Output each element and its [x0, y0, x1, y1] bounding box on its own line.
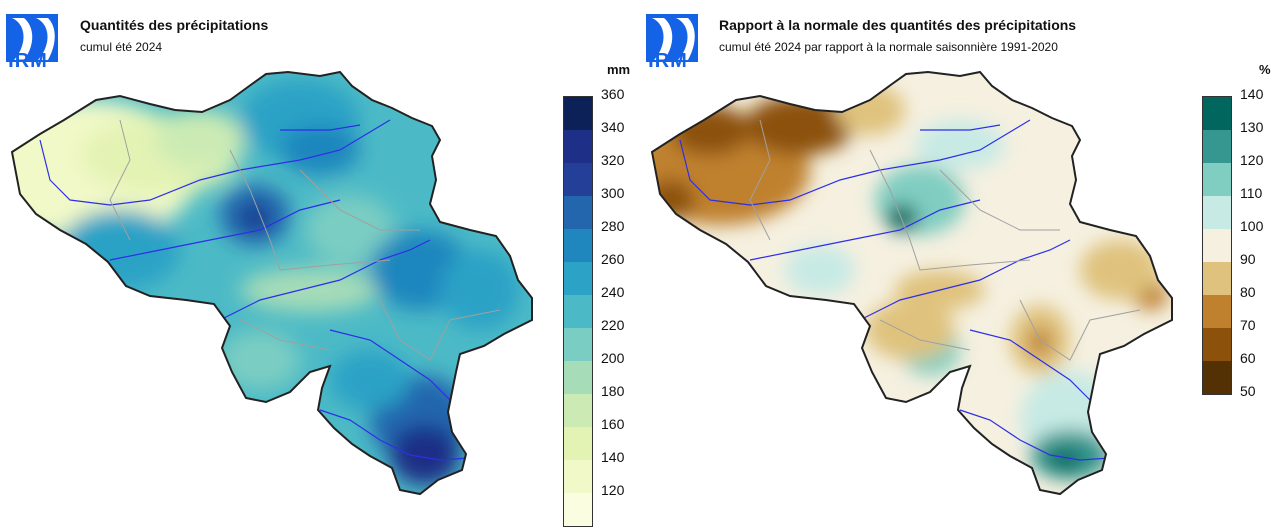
map-subtitle: cumul été 2024 par rapport à la normale …: [719, 40, 1058, 54]
legend-tick-label: 180: [601, 383, 625, 399]
legend-swatch: [1203, 163, 1231, 196]
legend-tick-label: 240: [601, 284, 625, 300]
legend-swatch: [1203, 97, 1231, 130]
precipitation-panel: IRM Quantités des précipitations cumul é…: [0, 0, 640, 527]
belgium-ratio-map: [651, 71, 1173, 495]
belgium-precipitation-map: [11, 71, 533, 495]
legend-tick-label: 280: [601, 218, 625, 234]
legend-swatch: [1203, 229, 1231, 262]
legend-swatch: [1203, 295, 1231, 328]
legend-tick-label: 60: [1240, 350, 1256, 366]
legend-tick-label: 140: [601, 449, 625, 465]
map-subtitle: cumul été 2024: [80, 40, 163, 54]
legend-swatch: [564, 97, 592, 130]
legend-swatch: [564, 196, 592, 229]
ratio-panel: IRM Rapport à la normale des quantités d…: [640, 0, 1280, 507]
legend-swatch: [1203, 196, 1231, 229]
legend-tick-label: 70: [1240, 317, 1256, 333]
legend-tick-label: 110: [1240, 185, 1263, 201]
legend-tick-label: 120: [601, 482, 625, 498]
irm-logo-icon: [6, 14, 58, 62]
province-borders: [109, 119, 501, 361]
legend-tick-label: 200: [601, 350, 625, 366]
legend-tick-label: 80: [1240, 284, 1256, 300]
legend-tick-label: 90: [1240, 251, 1256, 267]
legend-swatch: [1203, 262, 1231, 295]
legend-swatch: [564, 130, 592, 163]
legend-tick-label: 220: [601, 317, 625, 333]
legend-swatch: [564, 328, 592, 361]
legend-tick-label: 300: [601, 185, 625, 201]
legend-tick-label: 130: [1240, 119, 1264, 135]
legend-swatch: [564, 394, 592, 427]
irm-logo-icon: [646, 14, 698, 62]
legend-tick-label: 320: [601, 152, 625, 168]
legend-swatch: [564, 262, 592, 295]
legend-tick-label: 340: [601, 119, 625, 135]
legend-swatch: [564, 229, 592, 262]
color-legend: [563, 96, 593, 527]
legend-swatch: [564, 163, 592, 196]
legend-unit: mm: [607, 62, 631, 77]
legend-tick-label: 160: [601, 416, 625, 432]
legend-swatch: [1203, 130, 1231, 163]
legend-tick-label: 50: [1240, 383, 1256, 399]
legend-tick-label: 260: [601, 251, 625, 267]
legend-swatch: [564, 460, 592, 493]
irm-logo-text: IRM: [648, 50, 688, 72]
legend-swatch: [564, 493, 592, 526]
rivers: [679, 119, 1111, 461]
legend-tick-label: 140: [1240, 86, 1264, 102]
legend-tick-label: 120: [1240, 152, 1264, 168]
legend-swatch: [564, 427, 592, 460]
rivers: [39, 119, 471, 461]
legend-swatch: [1203, 328, 1231, 361]
legend-tick-label: 360: [601, 86, 625, 102]
map-title: Quantités des précipitations: [80, 17, 269, 33]
legend-swatch: [564, 361, 592, 394]
legend-unit: %: [1259, 62, 1271, 77]
province-borders: [749, 119, 1141, 361]
legend-tick-label: 100: [1240, 218, 1264, 234]
legend-swatch: [564, 295, 592, 328]
color-legend: [1202, 96, 1232, 395]
irm-logo-text: IRM: [8, 50, 48, 72]
map-title: Rapport à la normale des quantités des p…: [719, 17, 1077, 33]
legend-swatch: [1203, 361, 1231, 394]
